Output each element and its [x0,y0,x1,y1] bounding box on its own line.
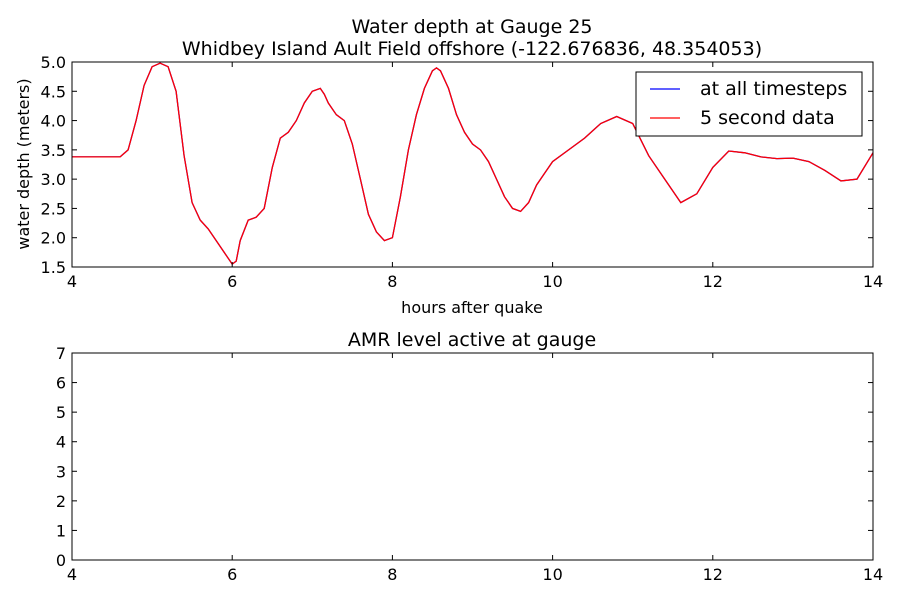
x-tick-label: 8 [387,272,397,291]
legend-box [635,71,863,137]
x-tick-label: 12 [703,272,723,291]
axes-frame [71,61,874,268]
x-tick-label: 8 [387,565,397,584]
y-tick-label: 4.0 [41,112,66,131]
y-tick-label: 3.5 [41,141,66,160]
x-axis-label: hours after quake [401,298,543,317]
y-tick-label: 1.5 [41,258,66,277]
legend: at all timesteps 5 second data [635,71,863,137]
axes-frame [71,352,874,561]
y-tick-label: 0 [56,551,66,570]
chart-subtitle: Whidbey Island Ault Field offshore (-122… [182,38,762,60]
y-tick-label: 4.5 [41,82,66,101]
legend-label: 5 second data [700,107,835,129]
y-tick-label: 3.0 [41,170,66,189]
y-tick-label: 3 [56,462,66,481]
y-tick-label: 2.5 [41,199,66,218]
series-line-5-second-data [72,62,874,266]
y-tick-label: 2 [56,492,66,511]
x-tick-label: 12 [703,565,723,584]
y-tick-label: 4 [56,433,66,452]
y-tick-label: 7 [56,344,66,363]
y-tick-label: 6 [56,374,66,393]
x-tick-label: 10 [542,272,562,291]
y-axis-label: water depth (meters) [14,78,33,249]
x-tick-label: 6 [227,565,237,584]
x-tick-label: 4 [67,272,77,291]
y-tick-label: 5 [56,403,66,422]
x-tick-label: 14 [863,272,883,291]
y-tick-label: 1 [56,521,66,540]
amr-title: AMR level active at gauge [348,329,596,351]
legend-label: at all timesteps [700,78,847,100]
y-tick-label: 5.0 [41,53,66,72]
x-tick-label: 6 [227,272,237,291]
chart-title: Water depth at Gauge 25 [351,16,592,38]
x-tick-label: 10 [542,565,562,584]
x-tick-label: 14 [863,565,883,584]
x-tick-label: 4 [67,565,77,584]
y-tick-label: 2.0 [41,229,66,248]
water-depth-panel: 4 6 8 10 12 14 1.5 2.0 2.5 3.0 3.5 4.0 4.5 5.0 at all … [41,53,884,291]
